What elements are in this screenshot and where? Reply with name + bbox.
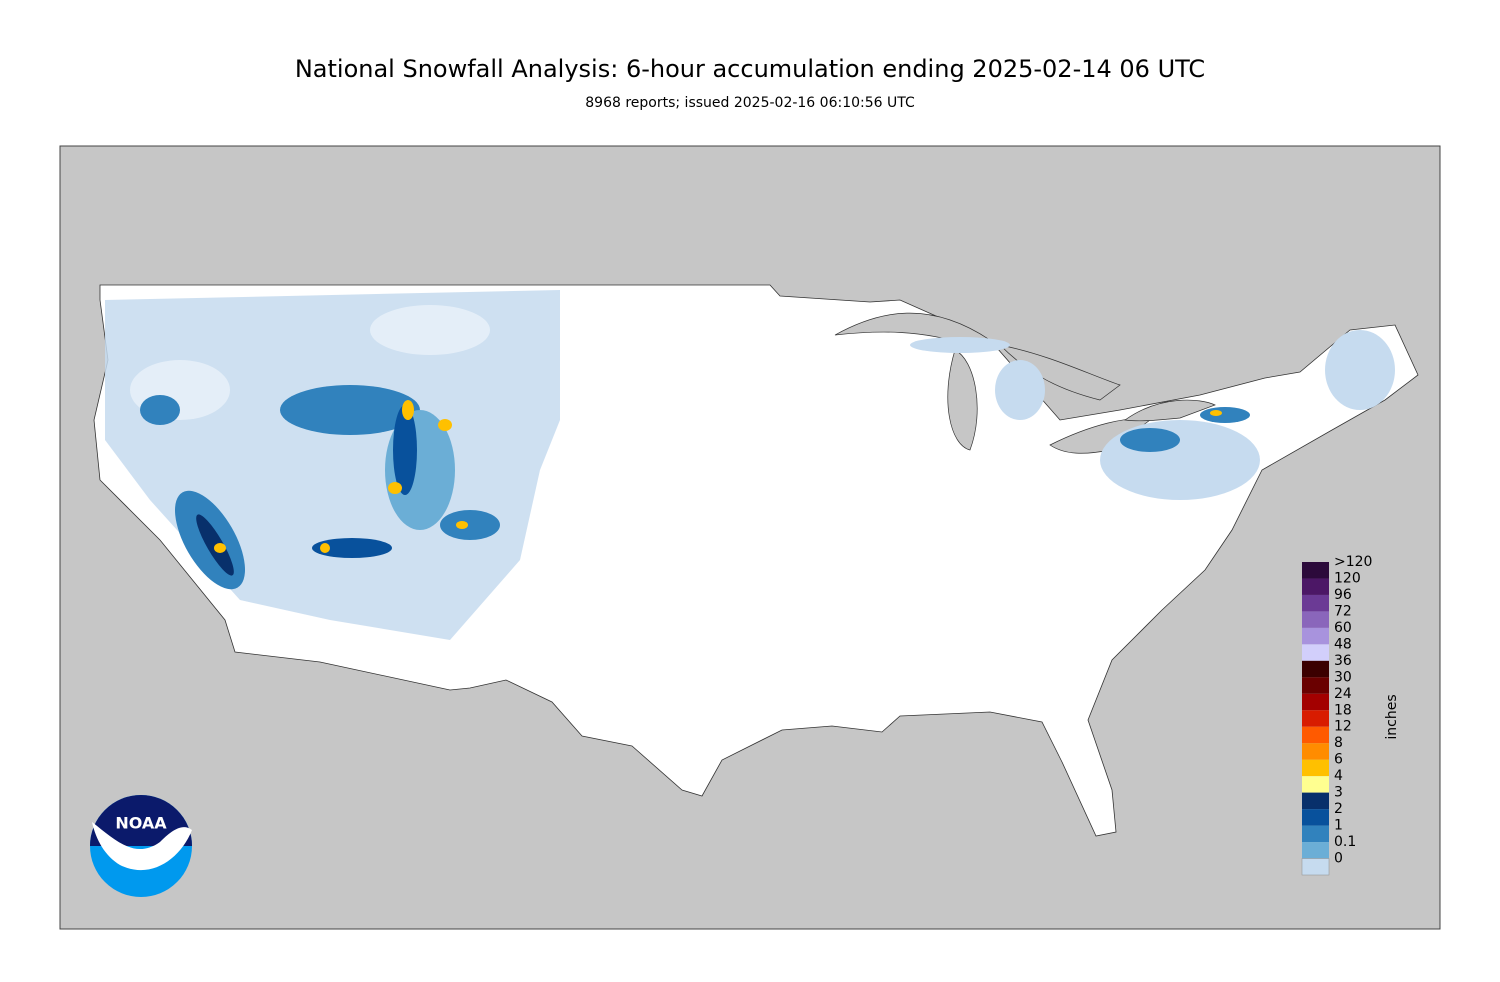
- legend-label: 48: [1334, 636, 1352, 652]
- legend-label: 36: [1334, 653, 1352, 669]
- legend-label: 2: [1334, 801, 1343, 817]
- legend-label: 30: [1334, 669, 1352, 685]
- legend-label: 6: [1334, 752, 1343, 768]
- subtitle: 8968 reports; issued 2025-02-16 06:10:56…: [585, 95, 915, 111]
- noaa-logo: NOAA: [90, 795, 192, 897]
- title: National Snowfall Analysis: 6-hour accum…: [295, 55, 1205, 83]
- legend-label: 0: [1334, 851, 1343, 867]
- snow-areas: [105, 290, 1395, 640]
- legend-swatch: [1302, 660, 1329, 678]
- legend-label: 12: [1334, 719, 1352, 735]
- legend-label: 1: [1334, 818, 1343, 834]
- legend-swatch: [1302, 792, 1329, 810]
- legend-swatch: [1302, 578, 1329, 595]
- legend-label: 96: [1334, 587, 1352, 603]
- legend-label: 72: [1334, 603, 1352, 619]
- map: NOAA: [59, 145, 1441, 930]
- legend-swatch: [1302, 710, 1329, 727]
- legend-swatch: [1302, 743, 1329, 760]
- legend-swatch: [1302, 611, 1329, 628]
- logo-text: NOAA: [115, 814, 167, 833]
- legend-swatch: [1301, 858, 1330, 876]
- legend-label: 3: [1334, 785, 1343, 801]
- legend-swatch: [1302, 842, 1329, 859]
- legend-swatch: [1302, 809, 1329, 826]
- legend-label: 24: [1334, 686, 1352, 702]
- legend: inches >1201209672604836302418128643210.…: [1301, 554, 1400, 876]
- legend-swatch: [1302, 759, 1329, 777]
- legend-label: 18: [1334, 702, 1352, 718]
- legend-swatch: [1302, 726, 1329, 744]
- legend-swatch: [1302, 594, 1329, 612]
- legend-label: 4: [1334, 768, 1343, 784]
- legend-label: 8: [1334, 735, 1343, 751]
- legend-label: >120: [1334, 554, 1372, 570]
- legend-swatch: [1302, 825, 1329, 843]
- legend-swatch: [1302, 562, 1329, 579]
- legend-label: 60: [1334, 620, 1352, 636]
- legend-swatch: [1302, 627, 1329, 645]
- legend-swatch: [1302, 776, 1329, 793]
- legend-unit: inches: [1384, 694, 1400, 739]
- legend-label: 120: [1334, 570, 1361, 586]
- legend-swatch: [1302, 693, 1329, 711]
- legend-swatch: [1302, 677, 1329, 694]
- legend-swatch: [1302, 644, 1329, 661]
- legend-label: 0.1: [1334, 834, 1356, 850]
